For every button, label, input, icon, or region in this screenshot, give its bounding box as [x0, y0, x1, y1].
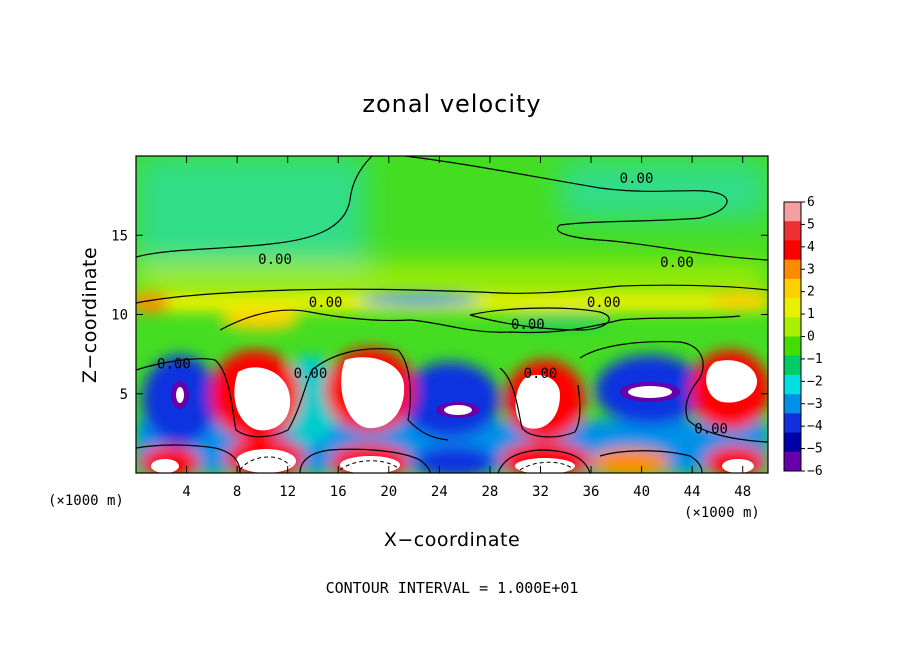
colorbar-swatch: [784, 336, 801, 357]
colorbar-tick-label: 0: [807, 330, 815, 345]
x-tick-label: 12: [279, 484, 296, 500]
contour-labels: 0.00 0.00 0.00 0.00 0.00 0.00 0.00 0.00 0.00 0.00: [157, 171, 728, 437]
colorbar-tick-label: −2: [807, 374, 823, 389]
colorbar-tick-label: −1: [807, 352, 823, 367]
colorbar-swatch: [784, 355, 801, 376]
colorbar-tick-label: 5: [807, 217, 815, 232]
y-tick-label: 10: [111, 308, 128, 324]
x-tick-label: 48: [734, 484, 751, 500]
y-tick-label: 5: [120, 387, 128, 403]
colorbar-swatch: [784, 374, 801, 395]
colorbar-swatch: [784, 221, 801, 241]
x-tick-label: 20: [380, 484, 397, 500]
velocity-field: [136, 156, 768, 473]
contour-interval-note: CONTOUR INTERVAL = 1.000E+01: [326, 579, 579, 597]
contour-label: 0.00: [587, 295, 621, 311]
colorbar-tick-label: 4: [807, 240, 815, 255]
x-tick-label: 8: [233, 484, 241, 500]
colorbar-tick-label: −5: [807, 442, 823, 457]
colorbar-swatch: [784, 451, 801, 472]
x-tick-label: 44: [684, 484, 701, 500]
colorbar-tick-label: −3: [807, 397, 823, 412]
colorbar-swatch: [784, 432, 801, 453]
contour-label: 0.00: [620, 171, 654, 187]
x-tick-label: 4: [182, 484, 190, 500]
y-tick-label: 15: [111, 228, 128, 244]
x-axis-ticks: 4 8 12 16 20 24 28 32 36 40 44 48: [182, 156, 751, 500]
x-tick-label: 36: [583, 484, 600, 500]
dashed-contours: [239, 456, 573, 471]
colorbar-tick-label: 1: [807, 307, 815, 322]
colorbar-swatch: [784, 202, 801, 222]
colorbar-swatch: [784, 298, 801, 318]
contour-label: 0.00: [660, 255, 694, 271]
colorbar-swatch: [784, 278, 801, 299]
colorbar: 6 5 4 3 2 1 0 −1 −2 −3 −4 −5 −6: [783, 195, 823, 479]
colorbar-tick-label: −6: [807, 464, 823, 479]
contour-label: 0.00: [294, 366, 328, 382]
contour-label: 0.00: [511, 317, 545, 333]
contour-label: 0.00: [524, 366, 558, 382]
contour-label: 0.00: [157, 357, 191, 373]
contour-label: 0.00: [309, 295, 343, 311]
colorbar-swatch: [784, 240, 801, 261]
x-axis-unit-left: (×1000 m): [48, 493, 124, 509]
x-tick-label: 32: [532, 484, 549, 500]
x-axis-label: X−coordinate: [384, 529, 520, 551]
colorbar-tick-label: 6: [807, 195, 815, 210]
y-axis-ticks: 5 10 15: [111, 228, 768, 403]
colorbar-swatch: [784, 394, 801, 414]
colorbar-tick-label: 3: [807, 262, 815, 277]
x-axis-unit-right: (×1000 m): [684, 505, 760, 521]
x-tick-label: 40: [633, 484, 650, 500]
x-tick-label: 24: [431, 484, 448, 500]
colorbar-tick-label: 2: [807, 285, 815, 300]
chart-title: zonal velocity: [362, 90, 541, 118]
colorbar-tick-label: −4: [807, 419, 823, 434]
x-tick-label: 16: [330, 484, 347, 500]
colorbar-swatch: [784, 317, 801, 337]
contour-lines: [136, 156, 768, 473]
max-cores: [151, 357, 758, 473]
contour-label: 0.00: [258, 252, 292, 268]
y-axis-label: Z−coordinate: [79, 247, 101, 383]
colorbar-swatch: [784, 413, 801, 434]
x-tick-label: 28: [481, 484, 498, 500]
contour-label: 0.00: [694, 422, 728, 438]
colorbar-swatch: [784, 259, 801, 280]
